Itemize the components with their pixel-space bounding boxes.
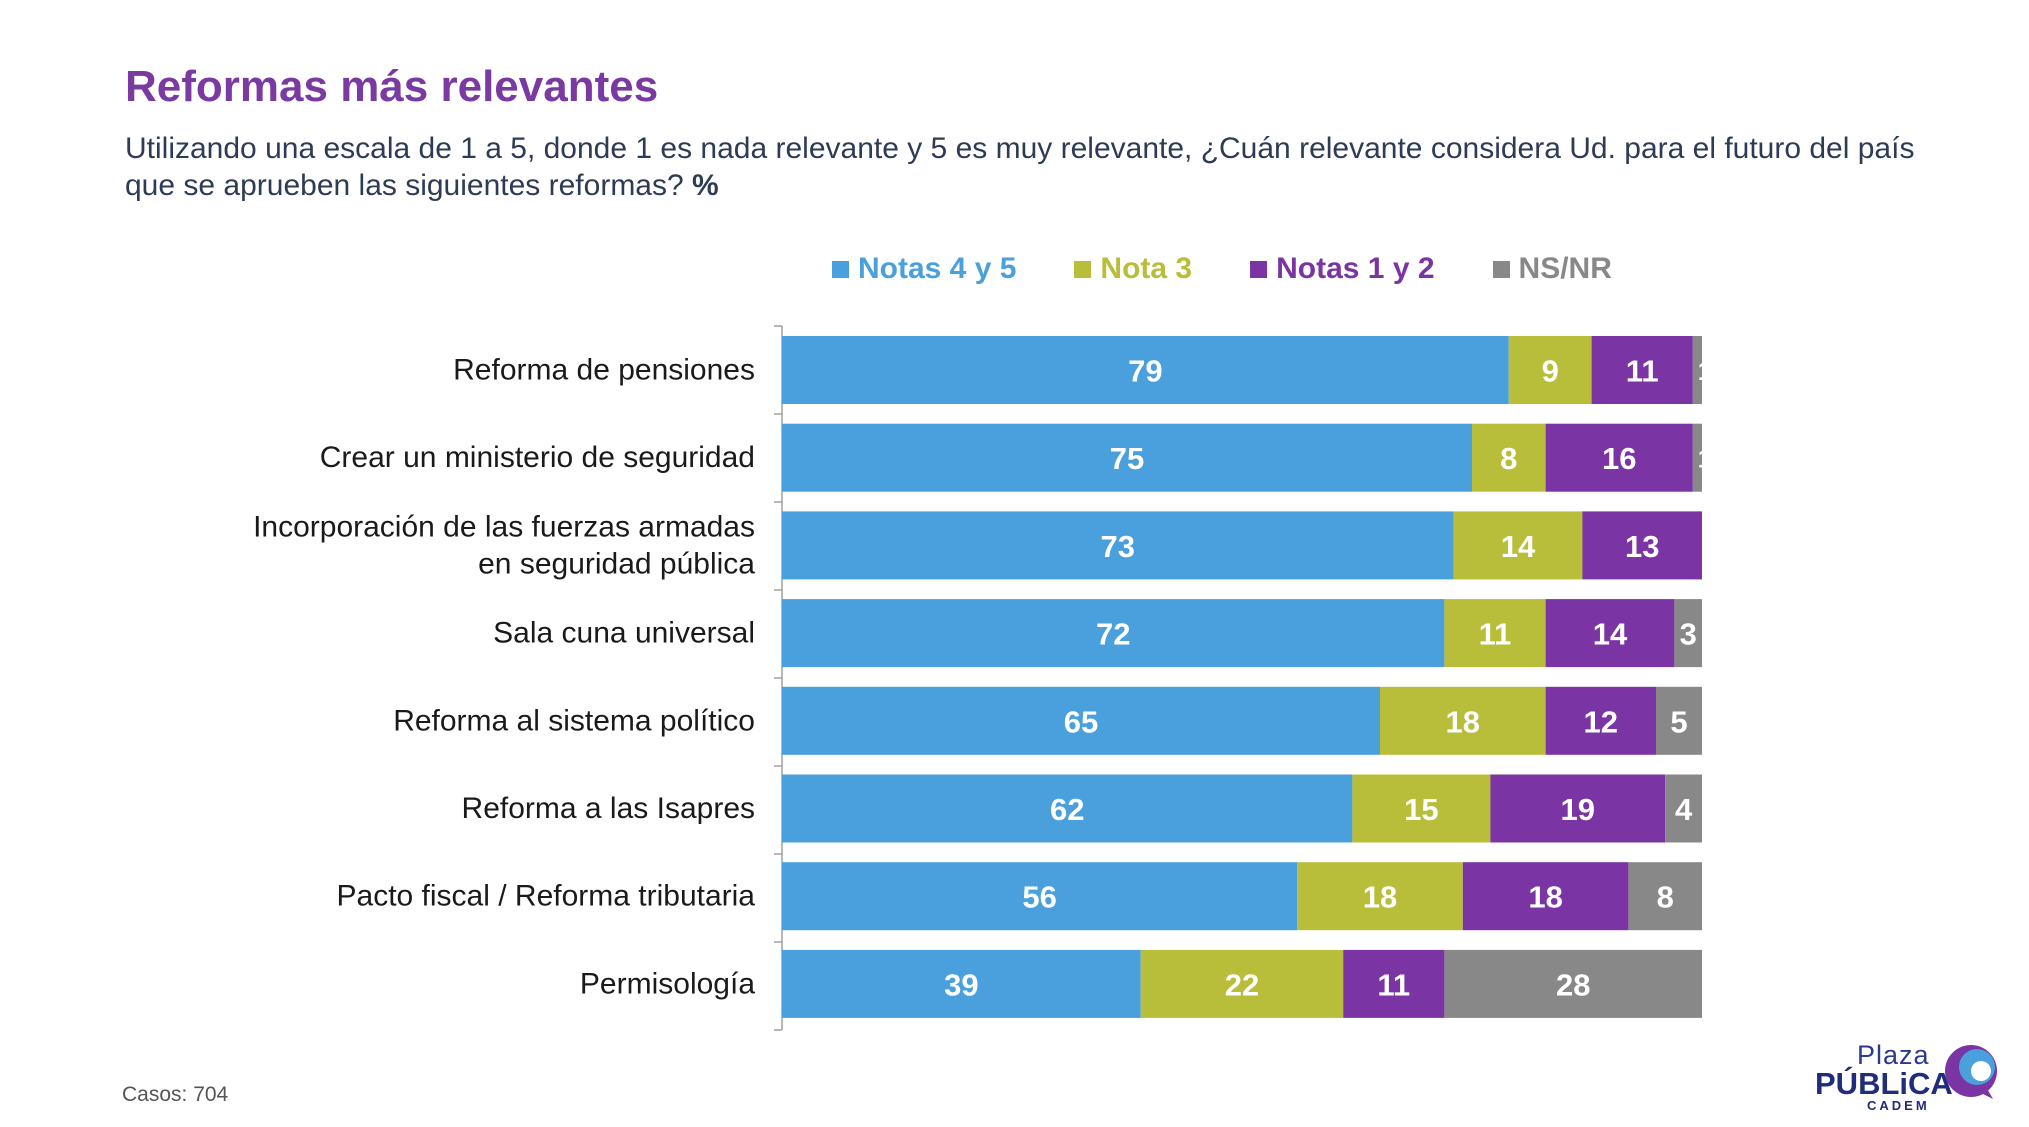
data-label: 11 (1626, 354, 1659, 389)
data-label: 5 (1670, 704, 1687, 739)
data-label: 8 (1500, 441, 1517, 476)
category-label: Reforma de pensiones (453, 354, 755, 387)
bar-segment (1545, 599, 1675, 668)
bar-segment (1665, 774, 1702, 843)
data-label: 39 (944, 967, 978, 1002)
category-label: en seguridad pública (478, 547, 755, 580)
data-label: 14 (1501, 529, 1536, 564)
category-label: Sala cuna universal (493, 617, 755, 650)
data-label: 8 (1657, 880, 1674, 915)
chart-title: Reformas más relevantes (125, 62, 659, 111)
bar-segment (1343, 949, 1445, 1018)
data-label: 16 (1602, 441, 1636, 476)
data-label: 18 (1528, 880, 1562, 915)
data-label: 4 (1675, 792, 1693, 827)
legend-swatch-1 (1074, 260, 1092, 278)
bar-segment (782, 949, 1141, 1018)
sample-size-note: Casos: 704 (122, 1083, 229, 1106)
data-label: 12 (1584, 704, 1618, 739)
data-label: 65 (1064, 704, 1098, 739)
category-label: Reforma al sistema político (393, 704, 755, 737)
bar-segment (782, 511, 1454, 580)
bar-segment (1628, 862, 1702, 931)
legend-label-2: Notas 1 y 2 (1276, 252, 1435, 285)
logo-text-plaza: Plaza (1857, 1040, 1930, 1070)
bar-segment (782, 774, 1353, 843)
bar-segment (1352, 774, 1491, 843)
subtitle-unit: % (692, 169, 719, 202)
bar-segment (782, 336, 1509, 404)
bar-segment (1508, 336, 1592, 404)
legend-item-1: Nota 3 (1074, 252, 1192, 286)
data-label: 56 (1022, 880, 1056, 915)
logo-speech-bubble-icon (1945, 1045, 1997, 1099)
legend-swatch-2 (1250, 260, 1268, 278)
bar-segment (1591, 336, 1693, 404)
data-label: 62 (1050, 792, 1084, 827)
bar-segment (1472, 423, 1546, 492)
data-label: 18 (1446, 704, 1480, 739)
bar-segment (1692, 423, 1702, 492)
legend-label-0: Notas 4 y 5 (858, 252, 1017, 285)
logo-text-cadem: CADEM (1867, 1098, 1930, 1113)
bar-segment (1656, 686, 1702, 755)
data-label: 1 (1698, 356, 1712, 386)
data-label: 22 (1225, 967, 1259, 1002)
chart-subtitle: Utilizando una escala de 1 a 5, donde 1 … (125, 130, 1925, 204)
legend-item-0: Notas 4 y 5 (832, 252, 1016, 286)
legend-item-2: Notas 1 y 2 (1250, 252, 1435, 286)
data-label: 15 (1404, 792, 1438, 827)
data-label: 28 (1556, 967, 1590, 1002)
bar-segment (1545, 686, 1656, 755)
data-label: 13 (1625, 529, 1659, 564)
category-label: Pacto fiscal / Reforma tributaria (337, 880, 756, 913)
data-label: 75 (1110, 441, 1144, 476)
data-label: 72 (1096, 617, 1130, 652)
subtitle-question: Utilizando una escala de 1 a 5, donde 1 … (125, 132, 1915, 202)
data-label: 19 (1561, 792, 1595, 827)
bar-segment (1692, 336, 1702, 404)
data-label: 0 (1707, 531, 1721, 561)
data-label: 3 (1680, 617, 1697, 652)
bar-segment (782, 599, 1445, 668)
bar-segment (1545, 423, 1693, 492)
data-label: 14 (1593, 617, 1628, 652)
bar-segment (1582, 511, 1702, 580)
legend-item-3: NS/NR (1492, 252, 1612, 286)
data-label: 11 (1377, 967, 1410, 1002)
legend-swatch-3 (1492, 260, 1510, 278)
category-label: Permisología (580, 967, 755, 1000)
category-label: Crear un ministerio de seguridad (320, 441, 755, 474)
bar-segment (1444, 949, 1702, 1018)
data-label: 1 (1698, 444, 1712, 474)
legend-label-3: NS/NR (1518, 252, 1612, 285)
data-label: 9 (1542, 354, 1559, 389)
bar-segment (1444, 599, 1546, 668)
bar-segment (782, 862, 1298, 931)
plaza-publica-cadem-logo: Plaza PÚBLiCA CADEM (1815, 1040, 2005, 1115)
bar-segment (1453, 511, 1583, 580)
bar-segment (1140, 949, 1344, 1018)
chart-legend: Notas 4 y 5 Nota 3 Notas 1 y 2 NS/NR (832, 249, 1612, 289)
bar-segment (782, 686, 1380, 755)
bar-segment (1297, 862, 1463, 931)
data-label: 79 (1128, 354, 1162, 389)
logo-text-publica: PÚBLiCA (1815, 1066, 1953, 1101)
bar-segment (1490, 774, 1666, 843)
bar-segment (782, 423, 1472, 492)
category-label: Incorporación de las fuerzas armadas (253, 510, 755, 543)
bar-segment (1674, 599, 1702, 668)
data-label: 73 (1101, 529, 1135, 564)
bar-segment (1380, 686, 1546, 755)
data-label: 18 (1363, 880, 1397, 915)
data-label: 11 (1479, 617, 1512, 652)
legend-swatch-0 (832, 260, 849, 278)
category-label: Reforma a las Isapres (462, 792, 755, 825)
bar-segment (1462, 862, 1629, 931)
legend-label-1: Nota 3 (1100, 252, 1193, 285)
